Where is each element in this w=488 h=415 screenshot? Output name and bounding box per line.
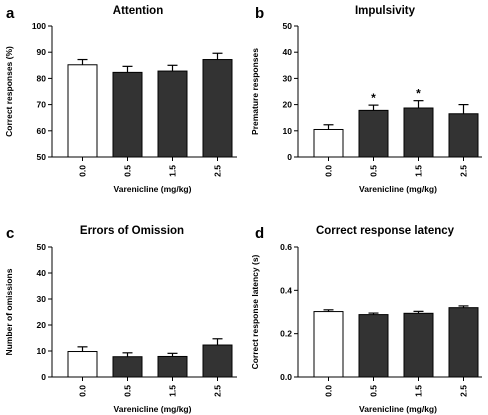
panel-letter-d: d [255, 225, 264, 242]
y-tick-label: 90 [37, 47, 47, 57]
x-axis-label: Varenicline (mg/kg) [114, 404, 192, 414]
x-tick-label: 1.5 [414, 165, 424, 177]
bar-0.5 [358, 314, 389, 378]
y-tick-label: 60 [37, 126, 47, 136]
x-tick-label: 0.0 [324, 385, 334, 397]
bar-0.5 [112, 71, 143, 158]
y-axis-label: Correct response latency (s) [250, 254, 260, 369]
x-axis-label: Varenicline (mg/kg) [359, 184, 437, 194]
y-tick-label: 0.0 [280, 372, 292, 382]
y-tick-label: 0 [287, 152, 292, 162]
panel-letter-a: a [6, 5, 15, 22]
y-axis-label: Number of omissions [4, 268, 14, 355]
x-tick-label: 2.5 [459, 385, 469, 397]
x-tick-label: 0.0 [78, 165, 88, 177]
y-tick-label: 0.2 [280, 329, 292, 339]
x-tick-label: 2.5 [213, 165, 223, 177]
x-axis-label: Varenicline (mg/kg) [359, 404, 437, 414]
y-tick-label: 20 [37, 320, 47, 330]
x-tick-label: 0.0 [78, 385, 88, 397]
y-tick-label: 10 [283, 126, 293, 136]
bar-2.5 [448, 307, 479, 378]
y-tick-label: 80 [37, 73, 47, 83]
bar-0.0 [67, 64, 98, 158]
bar-2.5 [448, 113, 479, 158]
bar-0.0 [313, 311, 344, 378]
x-tick-label: 2.5 [459, 165, 469, 177]
panel-title: Correct response latency [316, 225, 455, 237]
x-tick-label: 2.5 [213, 385, 223, 397]
y-tick-label: 50 [37, 152, 47, 162]
x-tick-label: 0.0 [324, 165, 334, 177]
y-tick-label: 40 [283, 47, 293, 57]
x-tick-label: 1.5 [168, 385, 178, 397]
x-tick-label: 0.5 [369, 165, 379, 177]
bar-2.5 [202, 59, 233, 158]
x-tick-label: 0.5 [369, 385, 379, 397]
y-tick-label: 0.6 [280, 242, 292, 252]
bar-0.0 [67, 351, 98, 378]
y-axis-label: Correct responses (%) [4, 46, 14, 137]
y-tick-label: 20 [283, 100, 293, 110]
panel-letter-b: b [255, 5, 264, 22]
x-tick-label: 0.5 [123, 165, 133, 177]
bar-1.5 [403, 312, 434, 378]
panel-title: Attention [113, 5, 163, 17]
y-tick-label: 0 [41, 372, 46, 382]
y-tick-label: 50 [283, 21, 293, 31]
x-tick-label: 1.5 [414, 385, 424, 397]
panel-letter-c: c [6, 225, 14, 242]
y-tick-label: 30 [37, 294, 47, 304]
y-tick-label: 30 [283, 73, 293, 83]
bar-2.5 [202, 344, 233, 378]
y-tick-label: 0.4 [280, 285, 292, 295]
bar-1.5 [157, 355, 188, 378]
bar-1.5 [157, 70, 188, 158]
y-tick-label: 40 [37, 268, 47, 278]
bar-0.5 [358, 109, 389, 158]
bar-1.5 [403, 107, 434, 158]
x-tick-label: 1.5 [168, 165, 178, 177]
y-axis-label: Premature responses [250, 48, 260, 135]
significance-marker: * [416, 87, 421, 101]
x-axis-label: Varenicline (mg/kg) [114, 184, 192, 194]
y-tick-label: 70 [37, 100, 47, 110]
x-tick-label: 0.5 [123, 385, 133, 397]
panel-title: Impulsivity [355, 5, 416, 17]
y-tick-label: 100 [32, 21, 46, 31]
bar-0.0 [313, 128, 344, 158]
panel-title: Errors of Omission [80, 225, 184, 237]
y-tick-label: 50 [37, 242, 47, 252]
y-tick-label: 10 [37, 346, 47, 356]
significance-marker: * [371, 91, 376, 105]
bar-0.5 [112, 356, 143, 378]
